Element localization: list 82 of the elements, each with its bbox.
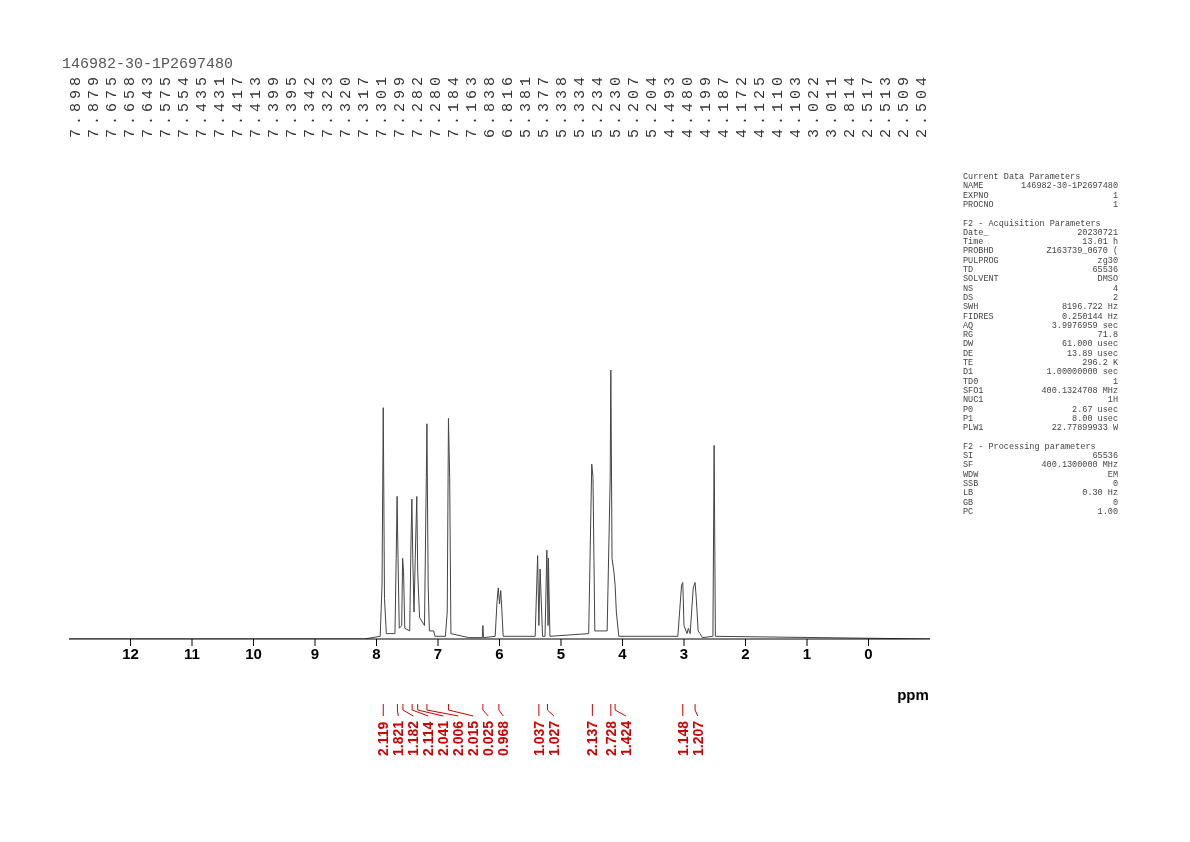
text: 5.334: [572, 72, 589, 138]
text: 7.399: [266, 72, 283, 138]
text: 2.504: [914, 72, 931, 138]
chart-title: 146982-30-1P2697480: [62, 56, 234, 73]
annotation: 2.015: [465, 720, 482, 756]
text: 4.103: [788, 72, 805, 138]
text: 7.301: [374, 72, 391, 138]
text: 6.816: [500, 72, 517, 138]
text: F2 - Acquisition Parameters Date_ 20230721 Time 13.01 h PROBHD Z163739_0670 ( PULPROG zg30 TD 65536 SOLVENT DMSO NS 4 DS 2 SWH 8196.722 Hz FIDRES 0.250144 Hz AQ 3.9976959 sec RG 71.8 DW 61.000 usec DE 13.89 usec TE 296.2 K D1 1.00000000 sec TD0 1 SFO1 400.1324708 MHz NUC1 1H P0 2.67 usec P1 8.00 usec PLW1 22.77899933 W: [963, 218, 1118, 434]
text: 2.814: [842, 72, 859, 138]
x-tick-label: 3: [679, 644, 689, 662]
text: 7.658: [122, 72, 139, 138]
text: 2.517: [860, 72, 877, 138]
text: 7.643: [140, 72, 157, 138]
text: 4.172: [734, 72, 751, 138]
text: 7.675: [104, 72, 121, 138]
text: 5.338: [554, 72, 571, 138]
text: 7.184: [446, 72, 463, 138]
text: 4.110: [770, 72, 787, 138]
text: 7.575: [158, 72, 175, 138]
annotation: 1.424: [617, 720, 634, 756]
text: 7.323: [320, 72, 337, 138]
text: 4.480: [680, 72, 697, 138]
text: 7.282: [410, 72, 427, 138]
annotation: 0.968: [495, 720, 512, 756]
text: 2.513: [878, 72, 895, 138]
text: 7.898: [68, 72, 85, 138]
text: 7.413: [248, 72, 265, 138]
text: 3.011: [824, 72, 841, 138]
text: 5.377: [536, 72, 553, 138]
annotation: 1.182: [405, 720, 422, 756]
text: 7.554: [176, 72, 193, 138]
x-axis-title: ppm: [897, 686, 929, 703]
text: 7.299: [392, 72, 409, 138]
annotation: 2.114: [420, 721, 437, 756]
text: 4.199: [698, 72, 715, 138]
x-tick-label: 2: [741, 644, 750, 662]
x-tick-label: 7: [433, 644, 443, 662]
annotation: 1.037: [530, 720, 547, 756]
text: 4.493: [662, 72, 679, 138]
text: 7.163: [464, 72, 481, 138]
x-tick-label: 12: [122, 644, 139, 662]
text: 7.431: [212, 72, 229, 138]
x-tick-label: 1: [802, 644, 812, 662]
text: 7.320: [338, 72, 355, 138]
annotation: 1.148: [674, 720, 691, 756]
annotation: 1.821: [390, 720, 407, 756]
text: 5.234: [590, 72, 607, 138]
x-tick-label: 10: [245, 644, 262, 662]
x-tick-label: 6: [495, 644, 504, 662]
text: 7.342: [302, 72, 319, 138]
text: 7.879: [86, 72, 103, 138]
text: Current Data Parameters NAME 146982-30-1P2697480 EXPNO 1 PROCNO 1: [963, 172, 1118, 210]
text: 5.207: [626, 72, 643, 138]
annotation: 2.041: [435, 720, 452, 756]
annotation: 0.025: [480, 720, 497, 756]
annotation: 2.006: [450, 720, 467, 756]
text: 5.230: [608, 72, 625, 138]
x-tick-label: 0: [864, 644, 873, 662]
annotation: 1.027: [545, 720, 562, 756]
text: 7.417: [230, 72, 247, 138]
annotation: 2.137: [584, 720, 601, 756]
text: 4.125: [752, 72, 769, 138]
text: 7.435: [194, 72, 211, 138]
annotation: 1.207: [689, 720, 706, 756]
x-tick-label: 11: [184, 644, 200, 662]
text: 2.509: [896, 72, 913, 138]
text: 6.838: [482, 72, 499, 138]
text: 7.395: [284, 72, 301, 138]
text: 3.022: [806, 72, 823, 138]
text: 4.187: [716, 72, 733, 138]
x-tick-label: 5: [556, 644, 566, 662]
x-tick-label: 8: [372, 644, 381, 662]
annotation: 2.728: [602, 720, 619, 756]
x-tick-label: 9: [310, 644, 320, 662]
text: 7.280: [428, 72, 445, 138]
text: F2 - Processing parameters SI 65536 SF 400.1300000 MHz WDW EM SSB 0 LB 0.30 Hz GB 0 PC 1.00: [963, 441, 1118, 517]
text: 5.204: [644, 72, 661, 138]
text: 7.317: [356, 72, 373, 138]
annotation: 2.119: [375, 721, 392, 756]
text: 5.381: [518, 72, 535, 138]
x-tick-label: 4: [618, 644, 628, 662]
